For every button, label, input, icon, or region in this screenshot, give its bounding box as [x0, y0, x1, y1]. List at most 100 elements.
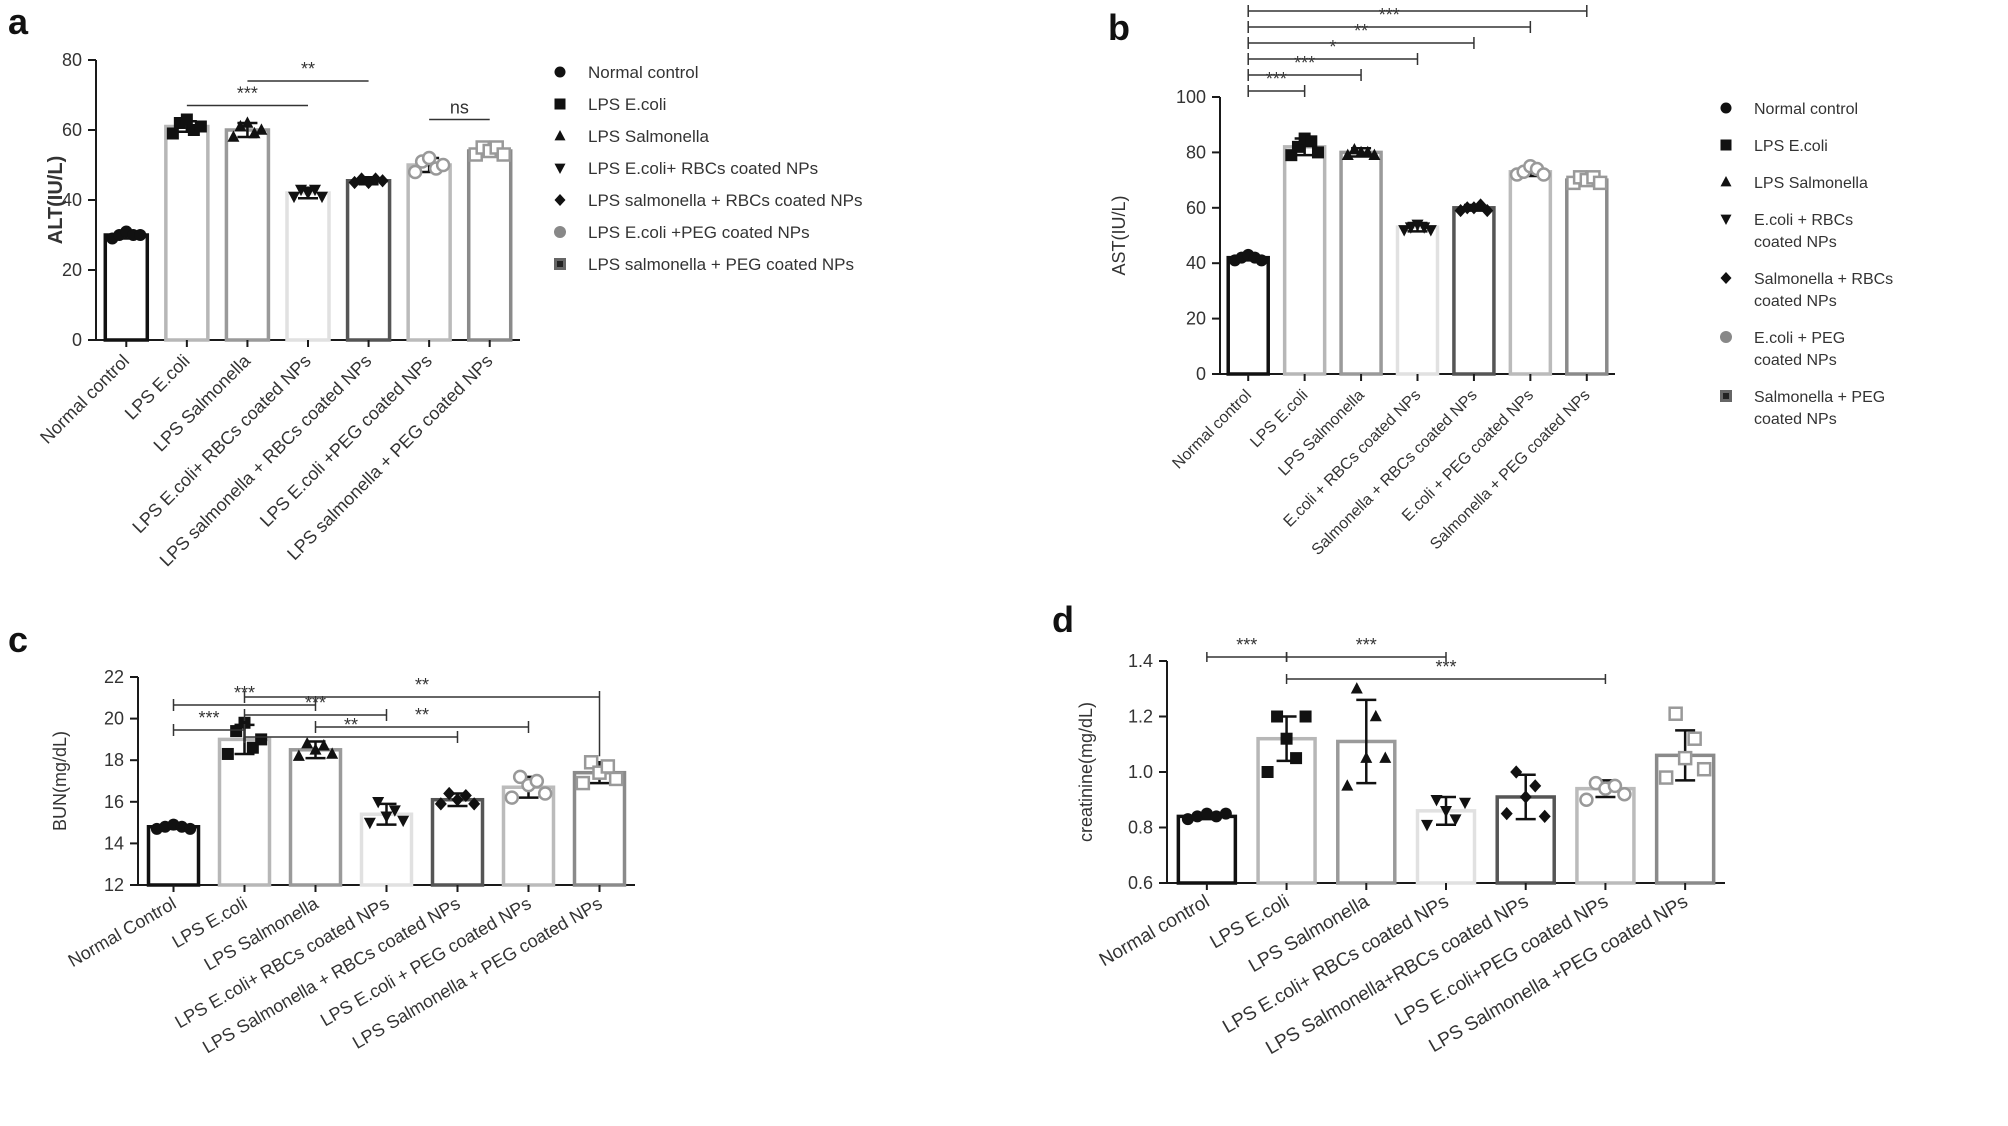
data-point — [407, 164, 423, 180]
bar — [1226, 255, 1270, 376]
data-point — [227, 130, 240, 142]
data-point — [537, 786, 553, 801]
data-point — [1299, 710, 1312, 723]
legend-label: LPS E.coli — [588, 95, 666, 114]
panel-c-letter: c — [8, 619, 28, 660]
data-point — [421, 150, 437, 166]
data-point — [1210, 810, 1223, 823]
legend-marker — [554, 226, 566, 238]
data-point — [512, 769, 528, 785]
significance-label: *** — [1407, 0, 1428, 9]
data-point — [468, 797, 481, 811]
legend-marker — [1720, 175, 1732, 187]
bar — [164, 124, 210, 342]
data-point — [1536, 167, 1551, 182]
data-point — [316, 191, 328, 204]
significance-label: ns — [450, 98, 469, 118]
bar — [1565, 178, 1609, 376]
bar — [1176, 814, 1238, 885]
data-point — [376, 174, 389, 188]
data-point — [1290, 752, 1303, 765]
bar — [1452, 206, 1496, 376]
significance-label: ** — [301, 59, 315, 79]
data-point — [1607, 778, 1623, 794]
legend-label: E.coli + PEG — [1754, 330, 1845, 347]
y-tick-label: 60 — [1186, 198, 1206, 218]
data-point — [1538, 809, 1551, 823]
legend-label: LPS salmonella + RBCs coated NPs — [588, 191, 863, 210]
data-point — [1255, 254, 1268, 267]
bar — [1508, 170, 1553, 376]
data-point — [1379, 751, 1392, 763]
data-point — [380, 811, 393, 823]
data-point — [302, 188, 314, 200]
data-point — [1424, 225, 1437, 237]
x-category-label: Normal control — [1096, 891, 1213, 971]
data-point — [1341, 148, 1354, 160]
significance-label: *** — [1266, 69, 1287, 89]
data-point — [180, 113, 193, 126]
panel-d-y-axis-label: creatinine(mg/dL) — [1076, 702, 1096, 842]
data-point — [1369, 709, 1382, 722]
significance-label: * — [1329, 37, 1336, 57]
data-point — [1519, 790, 1532, 804]
data-point — [435, 157, 451, 173]
y-tick-label: 22 — [104, 667, 124, 687]
data-point — [1440, 806, 1452, 818]
data-point — [1360, 751, 1373, 763]
bar — [103, 233, 150, 342]
data-point — [434, 797, 447, 811]
data-point — [1421, 819, 1433, 832]
data-point — [1430, 794, 1443, 807]
data-point — [1510, 765, 1523, 779]
legend-label: Normal control — [588, 63, 699, 82]
y-tick-label: 1.0 — [1128, 762, 1153, 782]
legend-label: LPS E.coli+ RBCs coated NPs — [588, 159, 818, 178]
data-point — [134, 229, 147, 241]
data-point — [459, 788, 472, 803]
data-point — [1617, 786, 1632, 802]
y-tick-label: 1.4 — [1128, 651, 1153, 671]
significance-label: *** — [1379, 5, 1400, 25]
legend-marker — [554, 258, 566, 270]
y-tick-label: 16 — [104, 792, 124, 812]
legend-marker — [1720, 331, 1732, 343]
data-point — [1449, 814, 1462, 826]
bar — [1339, 150, 1383, 376]
data-point — [1592, 175, 1608, 191]
legend-label: LPS Salmonella — [588, 127, 710, 146]
x-category-label: LPS salmonella + RBCs coated NPs — [156, 351, 376, 571]
data-point — [1696, 761, 1712, 777]
y-tick-label: 80 — [1186, 142, 1206, 162]
data-point — [1350, 682, 1363, 694]
bar — [224, 128, 271, 342]
x-category-label: Normal control — [36, 351, 133, 448]
legend-label: coated NPs — [1754, 234, 1837, 251]
data-point — [1579, 792, 1594, 807]
data-point — [388, 805, 401, 817]
data-point — [1348, 143, 1361, 155]
data-point — [1191, 810, 1204, 823]
data-point — [1200, 807, 1213, 820]
legend-marker — [554, 66, 566, 78]
significance-label: ** — [344, 715, 358, 735]
bar — [1395, 225, 1440, 376]
significance-label: *** — [237, 84, 258, 104]
legend-marker — [554, 193, 566, 207]
legend-marker — [1720, 390, 1732, 402]
y-tick-label: 40 — [1186, 253, 1206, 273]
data-point — [246, 741, 259, 754]
data-point — [255, 733, 268, 746]
bar — [345, 179, 392, 342]
legend-label: Normal control — [1754, 101, 1858, 118]
x-category-label: Normal control — [1169, 387, 1255, 473]
legend-label: E.coli + RBCs — [1754, 212, 1853, 229]
data-point — [1687, 731, 1702, 746]
data-point — [575, 775, 591, 791]
panel-c-y-axis-label: BUN(mg/dL) — [50, 731, 70, 831]
legend-marker — [1720, 102, 1732, 114]
data-point — [292, 749, 305, 761]
data-point — [194, 120, 207, 133]
